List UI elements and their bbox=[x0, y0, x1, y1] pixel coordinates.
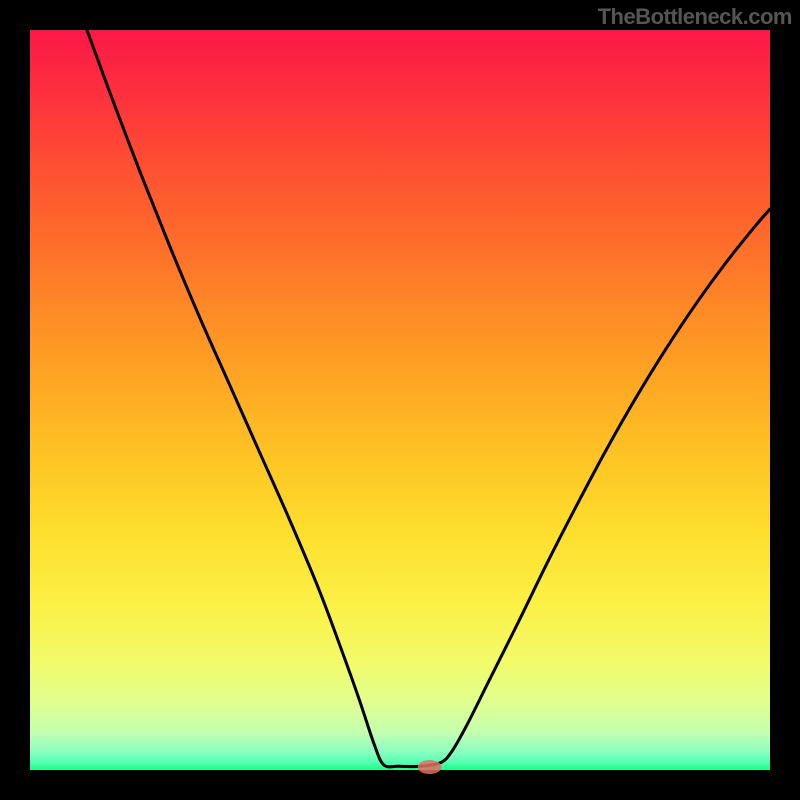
chart-svg bbox=[0, 0, 800, 800]
plot-background bbox=[30, 30, 770, 770]
optimum-marker bbox=[418, 760, 442, 774]
chart-container: TheBottleneck.com bbox=[0, 0, 800, 800]
watermark-text: TheBottleneck.com bbox=[598, 4, 792, 30]
